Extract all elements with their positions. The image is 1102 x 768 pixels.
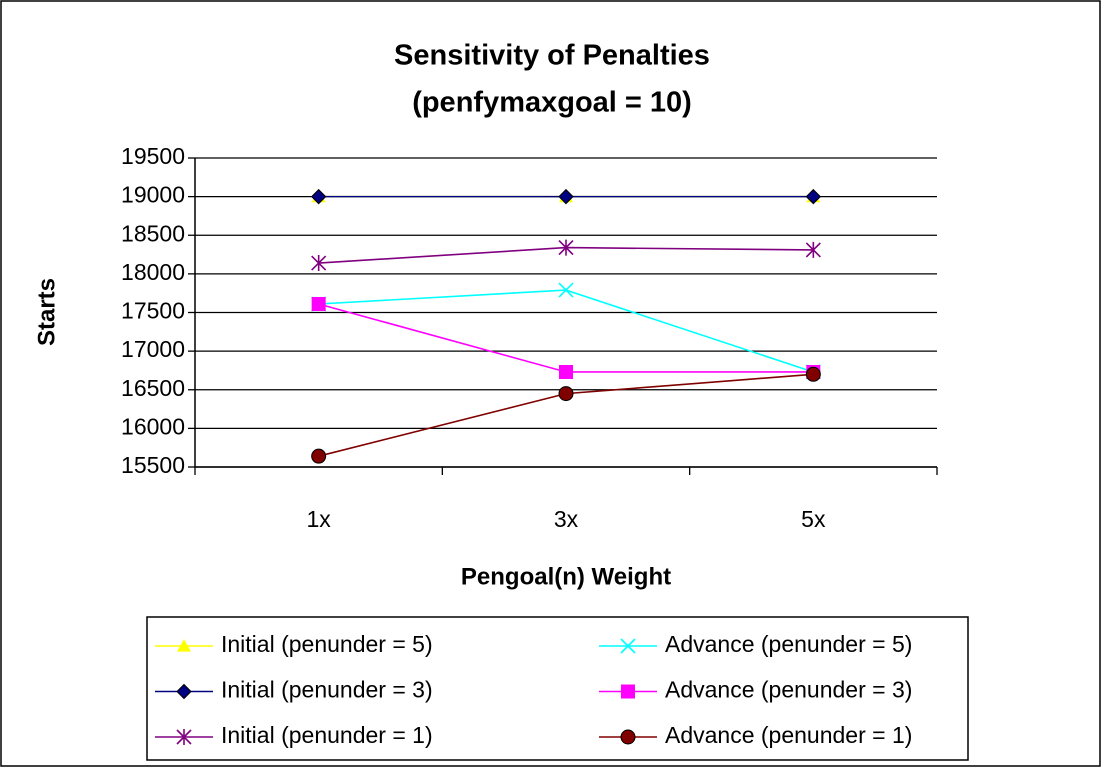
legend-label: Initial (penunder = 5): [221, 631, 433, 657]
marker: [310, 188, 327, 205]
y-tick-label: 15500: [121, 452, 185, 478]
legend-label: Advance (penunder = 3): [665, 677, 912, 703]
marker: [620, 638, 636, 654]
marker: [176, 683, 192, 700]
marker: [558, 188, 574, 205]
marker: [805, 188, 822, 205]
marker: [558, 282, 574, 298]
legend-label: Initial (penunder = 1): [221, 722, 433, 748]
marker-shape: [176, 729, 192, 745]
marker-shape: [559, 364, 573, 379]
marker-shape: [805, 241, 821, 258]
x-tick-label: 1x: [307, 506, 332, 532]
legend-label: Initial (penunder = 3): [221, 677, 433, 703]
marker-shape: [311, 448, 327, 464]
marker: [311, 297, 326, 312]
marker-shape: [311, 297, 326, 312]
y-tick-label: 19500: [121, 143, 185, 169]
marker-shape: [621, 684, 635, 699]
marker-shape: [805, 366, 821, 382]
marker: [620, 729, 636, 745]
x-tick-label: 5x: [801, 506, 826, 532]
legend-label: Advance (penunder = 5): [665, 631, 912, 657]
marker-shape: [558, 386, 574, 402]
marker-shape: [311, 255, 327, 272]
y-tick-label: 19000: [121, 182, 185, 208]
marker-shape: [558, 239, 574, 256]
x-axis-title: Pengoal(n) Weight: [461, 563, 671, 590]
marker: [311, 448, 327, 464]
chart-subtitle: (penfymaxgoal = 10): [412, 87, 692, 119]
marker-shape: [177, 639, 191, 652]
y-tick-label: 18500: [121, 220, 185, 246]
marker: [176, 729, 192, 745]
legend-label: Advance (penunder = 1): [665, 722, 912, 748]
x-tick-label: 3x: [554, 506, 579, 532]
marker-shape: [620, 638, 636, 654]
marker: [805, 366, 821, 382]
y-tick-label: 17500: [121, 298, 185, 324]
y-tick-label: 17000: [121, 336, 185, 362]
marker: [311, 255, 327, 272]
marker-shape: [176, 683, 192, 700]
marker-shape: [558, 188, 574, 205]
legend: [146, 616, 969, 761]
y-axis-title: Starts: [33, 278, 60, 346]
marker-shape: [310, 188, 327, 205]
marker: [558, 239, 574, 256]
y-tick-label: 16500: [121, 375, 185, 401]
chart-title: Sensitivity of Penalties: [394, 40, 710, 72]
y-tick-label: 16000: [121, 413, 185, 439]
marker: [558, 386, 574, 402]
marker: [559, 364, 573, 379]
marker: [177, 639, 191, 652]
marker: [805, 241, 821, 258]
y-tick-label: 18000: [121, 259, 185, 285]
marker-shape: [558, 282, 574, 298]
marker-shape: [620, 729, 636, 745]
marker: [621, 684, 635, 699]
marker-shape: [805, 188, 822, 205]
